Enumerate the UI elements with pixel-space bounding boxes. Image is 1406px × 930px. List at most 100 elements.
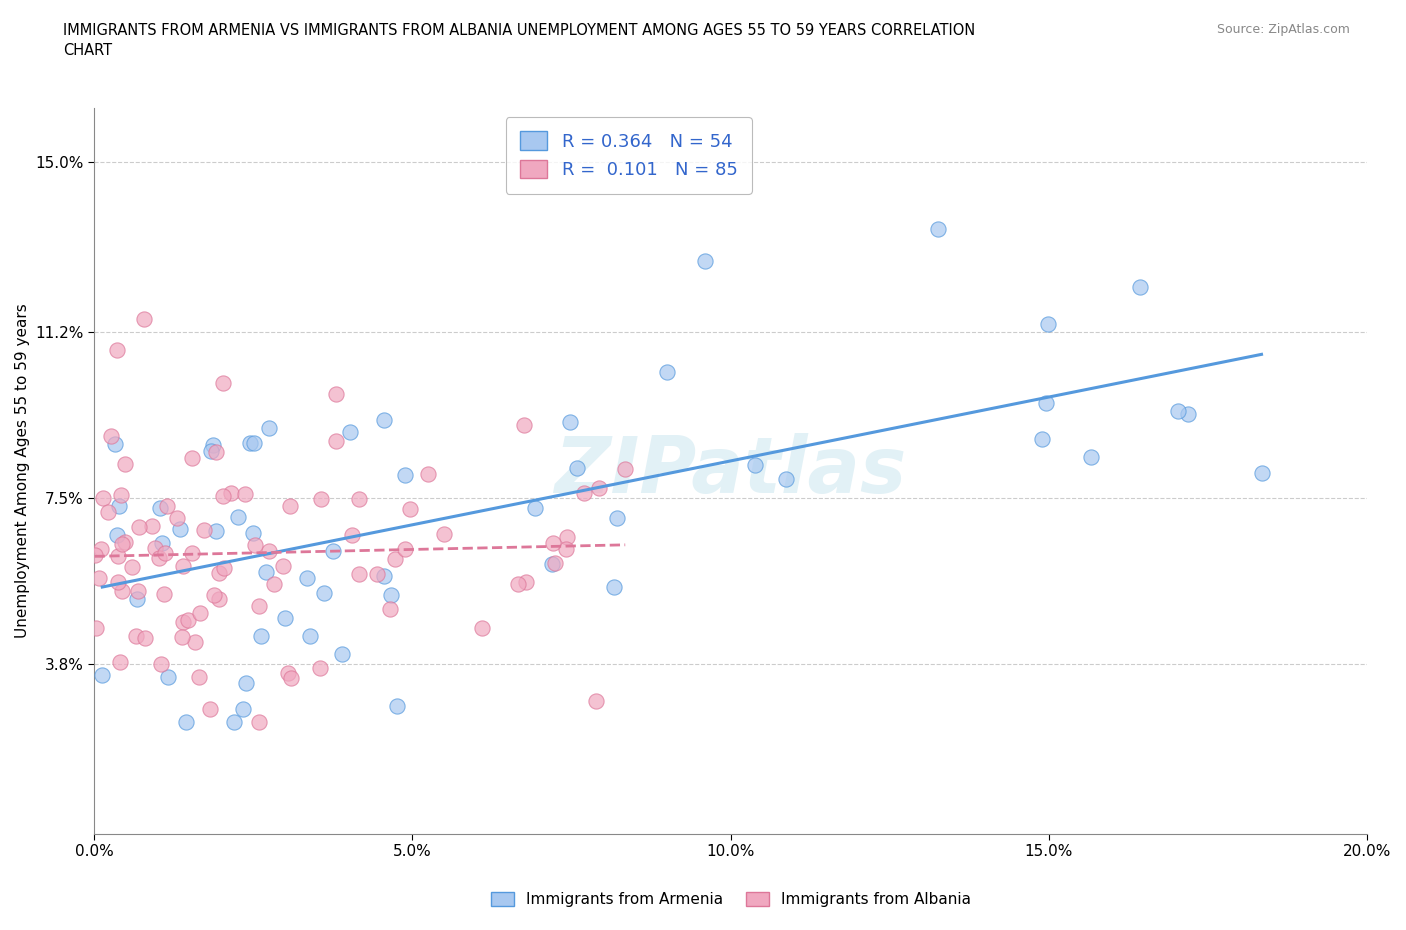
Point bbox=[107, 498, 129, 513]
Point bbox=[614, 462, 637, 477]
Point bbox=[606, 511, 628, 525]
Point bbox=[309, 661, 332, 676]
Point bbox=[274, 610, 297, 625]
Point bbox=[233, 486, 256, 501]
Point bbox=[170, 630, 193, 644]
Point bbox=[127, 583, 149, 598]
Point bbox=[89, 570, 111, 585]
Point bbox=[247, 714, 270, 729]
Point bbox=[572, 485, 595, 500]
Point bbox=[309, 492, 332, 507]
Point bbox=[202, 587, 225, 602]
Point bbox=[373, 569, 395, 584]
Point bbox=[340, 528, 363, 543]
Point bbox=[128, 519, 150, 534]
Point bbox=[314, 585, 336, 600]
Point bbox=[235, 675, 257, 690]
Point bbox=[513, 418, 536, 432]
Point bbox=[544, 555, 567, 570]
Point bbox=[257, 543, 280, 558]
Point bbox=[143, 540, 166, 555]
Point bbox=[394, 542, 416, 557]
Point bbox=[121, 559, 143, 574]
Point bbox=[567, 460, 589, 475]
Point bbox=[105, 527, 128, 542]
Point bbox=[332, 647, 354, 662]
Point bbox=[181, 546, 204, 561]
Point bbox=[416, 467, 439, 482]
Point bbox=[153, 545, 176, 560]
Point bbox=[172, 614, 194, 629]
Point bbox=[1177, 406, 1199, 421]
Point bbox=[148, 551, 170, 565]
Point bbox=[181, 450, 204, 465]
Point bbox=[90, 542, 112, 557]
Point bbox=[166, 511, 188, 525]
Point bbox=[558, 415, 581, 430]
Point bbox=[134, 631, 156, 645]
Point bbox=[271, 559, 294, 574]
Point bbox=[299, 629, 322, 644]
Point bbox=[1250, 465, 1272, 480]
Point bbox=[603, 579, 626, 594]
Point bbox=[219, 486, 242, 501]
Point bbox=[148, 500, 170, 515]
Point bbox=[105, 342, 128, 357]
Point bbox=[100, 428, 122, 443]
Point bbox=[200, 701, 222, 716]
Point bbox=[153, 587, 176, 602]
Point bbox=[325, 387, 347, 402]
Point bbox=[399, 502, 422, 517]
Point bbox=[107, 575, 129, 590]
Point bbox=[263, 577, 285, 591]
Point bbox=[84, 620, 107, 635]
Point bbox=[110, 584, 132, 599]
Legend: Immigrants from Armenia, Immigrants from Albania: Immigrants from Armenia, Immigrants from… bbox=[485, 885, 977, 913]
Point bbox=[657, 365, 679, 379]
Point bbox=[111, 537, 134, 551]
Point bbox=[278, 498, 301, 513]
Point bbox=[555, 541, 578, 556]
Point bbox=[222, 714, 245, 729]
Point bbox=[91, 668, 114, 683]
Point bbox=[585, 694, 607, 709]
Text: Source: ZipAtlas.com: Source: ZipAtlas.com bbox=[1216, 23, 1350, 36]
Point bbox=[156, 498, 179, 513]
Legend: R = 0.364   N = 54, R =  0.101   N = 85: R = 0.364 N = 54, R = 0.101 N = 85 bbox=[506, 117, 752, 193]
Point bbox=[201, 437, 224, 452]
Point bbox=[193, 523, 215, 538]
Point bbox=[339, 425, 361, 440]
Point bbox=[110, 487, 132, 502]
Point bbox=[366, 566, 388, 581]
Point bbox=[1035, 395, 1057, 410]
Text: ZIPatlas: ZIPatlas bbox=[554, 432, 907, 509]
Point bbox=[156, 670, 179, 684]
Point bbox=[141, 519, 163, 534]
Point bbox=[295, 570, 318, 585]
Point bbox=[211, 376, 233, 391]
Point bbox=[744, 458, 766, 472]
Point bbox=[239, 435, 262, 450]
Point bbox=[212, 488, 235, 503]
Point bbox=[1036, 317, 1059, 332]
Point bbox=[243, 538, 266, 552]
Point bbox=[1167, 404, 1189, 418]
Point bbox=[471, 620, 494, 635]
Point bbox=[247, 599, 270, 614]
Point bbox=[385, 699, 408, 714]
Point bbox=[93, 491, 115, 506]
Point bbox=[104, 436, 127, 451]
Point bbox=[97, 504, 120, 519]
Point bbox=[394, 467, 416, 482]
Point bbox=[1129, 279, 1152, 294]
Point bbox=[177, 613, 200, 628]
Point bbox=[204, 524, 226, 538]
Point bbox=[124, 629, 146, 644]
Point bbox=[174, 714, 197, 729]
Point bbox=[506, 576, 529, 591]
Point bbox=[347, 491, 370, 506]
Point bbox=[205, 445, 228, 459]
Point bbox=[250, 629, 273, 644]
Point bbox=[1031, 432, 1053, 446]
Point bbox=[208, 565, 231, 580]
